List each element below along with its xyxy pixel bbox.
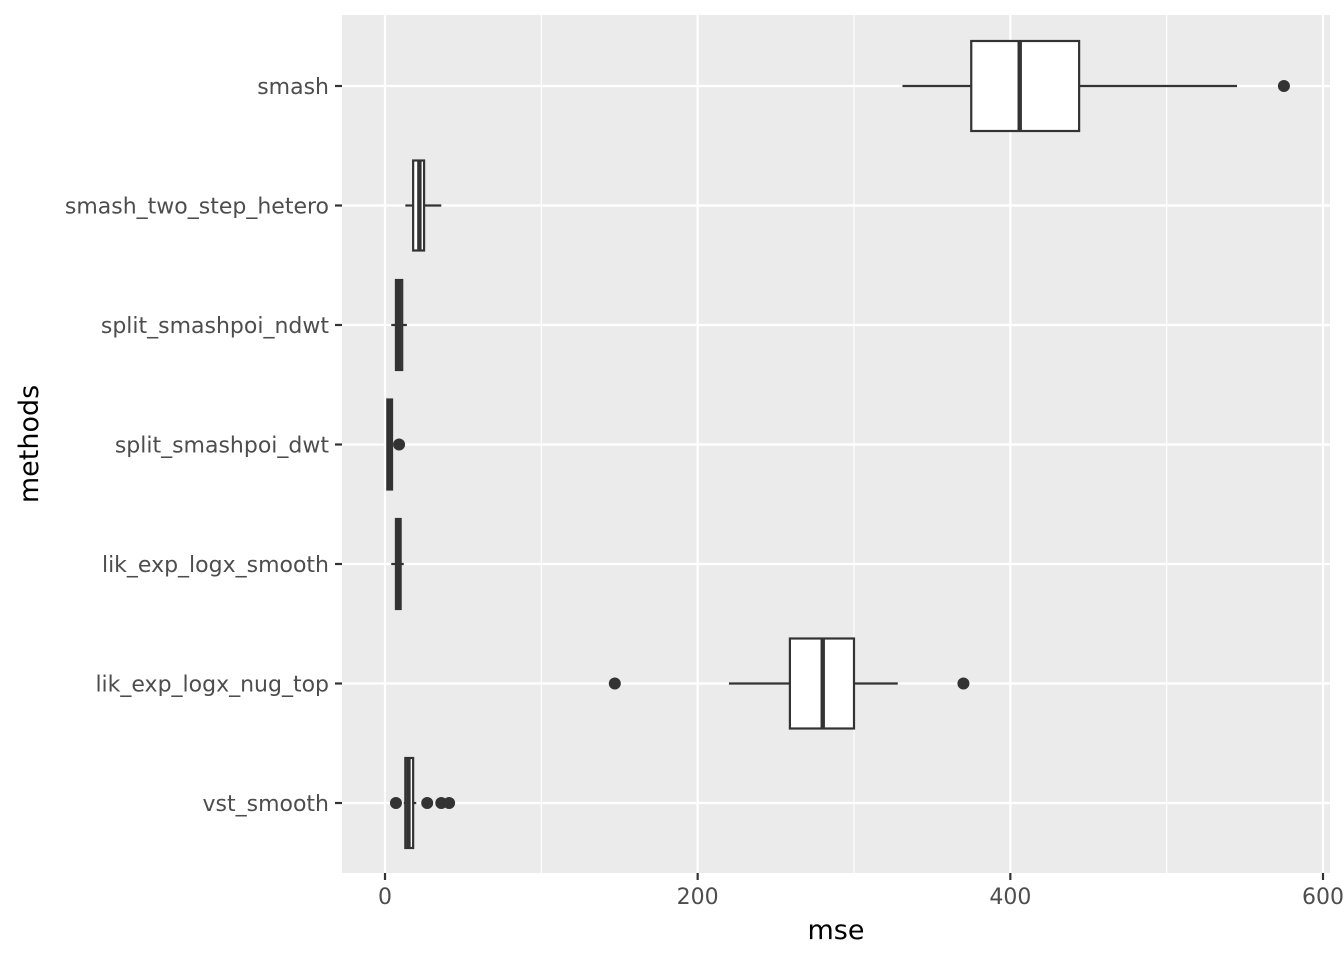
x-tick-label: 0 xyxy=(378,885,392,910)
outlier-point xyxy=(1277,80,1290,92)
y-tick-label: split_smashpoi_dwt xyxy=(115,434,330,459)
box-smash xyxy=(902,39,1290,133)
box-series xyxy=(386,39,1290,850)
y-tick-label: smash_two_step_hetero xyxy=(65,195,329,220)
x-axis-title: mse xyxy=(808,915,865,946)
y-tick-label: vst_smooth xyxy=(203,792,330,817)
box-lik_exp_logx_nug_top xyxy=(608,637,970,730)
box-split_smashpoi_ndwt xyxy=(391,278,407,372)
outlier-point xyxy=(957,677,970,690)
y-tick-label: lik_exp_logx_nug_top xyxy=(95,673,329,698)
outlier-point xyxy=(393,438,406,451)
x-tick-label: 400 xyxy=(989,885,1031,910)
y-axis-title: methods xyxy=(14,385,45,503)
box-lik_exp_logx_smooth xyxy=(391,517,404,611)
outlier-point xyxy=(443,797,456,809)
box-vst_smooth xyxy=(389,756,456,850)
grid-lines xyxy=(342,15,1330,873)
x-tick-label: 200 xyxy=(677,885,719,910)
outlier-point xyxy=(389,797,402,809)
y-tick-label: split_smashpoi_ndwt xyxy=(101,314,329,339)
iqr-box xyxy=(970,39,1081,133)
x-tick-label: 600 xyxy=(1302,885,1344,910)
y-tick-label: lik_exp_logx_smooth xyxy=(102,553,329,578)
box-smash_two_step_hetero xyxy=(405,159,442,252)
outlier-point xyxy=(421,797,434,809)
y-tick-label: smash xyxy=(257,75,329,100)
box-split_smashpoi_dwt xyxy=(386,398,406,491)
axes: 0 200 400 600 smash smash_two_step_heterospli… xyxy=(65,75,1344,910)
outlier-point xyxy=(608,677,621,690)
